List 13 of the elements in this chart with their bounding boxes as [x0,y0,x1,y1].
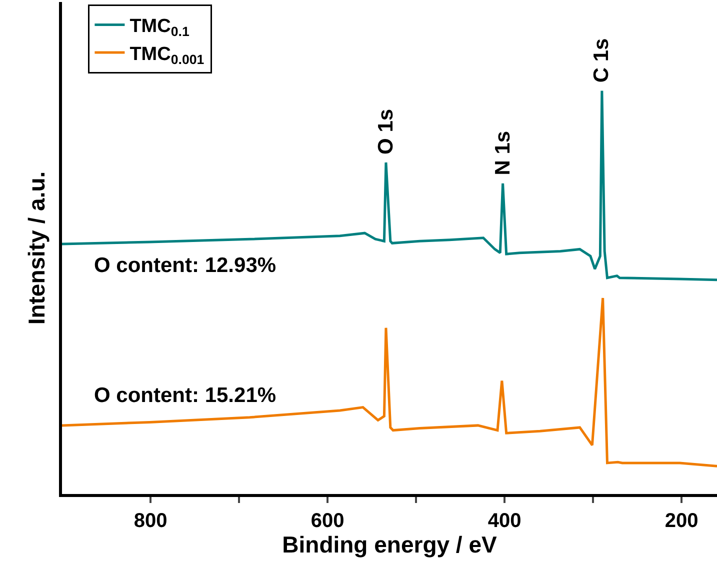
y-axis-title: Intensity / a.u. [24,171,50,325]
x-tick-label: 200 [664,510,698,532]
annotation: C 1s [590,38,614,83]
legend-label: TMC$_{0.1}$ [130,16,190,40]
annotation: O content: 15.21% [94,384,276,407]
annotation: O 1s [374,108,398,154]
x-tick-label: 600 [310,510,344,532]
annotation: N 1s [491,130,514,176]
x-tick-label: 400 [488,510,522,532]
legend-label: TMC$_{0.001}$ [130,44,205,67]
x-axis-title: Binding energy / eV [282,532,498,558]
annotation: O content: 12.93% [94,254,276,277]
x-tick-label: 800 [134,510,168,532]
